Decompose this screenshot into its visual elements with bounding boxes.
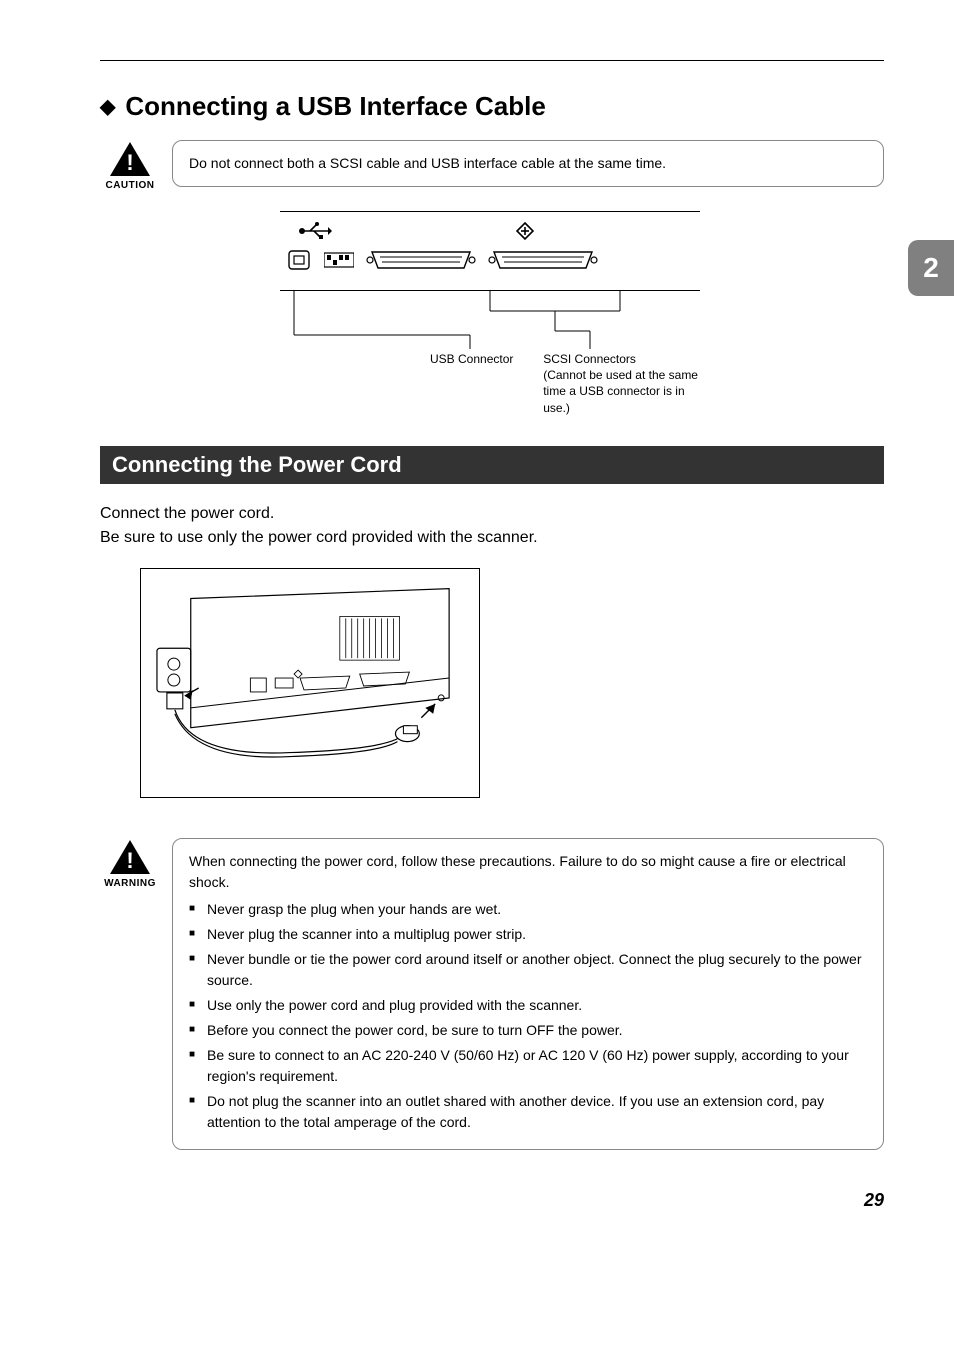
heading-bullet: ◆ bbox=[100, 97, 115, 117]
chapter-tab-number: 2 bbox=[923, 252, 939, 284]
warning-triangle-icon: ! bbox=[108, 838, 152, 876]
usb-connector-label: USB Connector bbox=[430, 351, 543, 416]
warning-list: Never grasp the plug when your hands are… bbox=[189, 899, 867, 1133]
warning-intro: When connecting the power cord, follow t… bbox=[189, 851, 867, 893]
usb-symbol-icon bbox=[298, 222, 332, 240]
warning-icon-col: ! WARNING bbox=[100, 838, 160, 889]
svg-text:!: ! bbox=[126, 150, 133, 175]
connector-diagram: USB Connector SCSI Connectors (Cannot be… bbox=[280, 211, 700, 416]
caution-triangle-icon: ! bbox=[108, 140, 152, 178]
scsi-connector-label: SCSI Connectors bbox=[543, 351, 700, 367]
dip-switch-icon bbox=[324, 251, 354, 269]
power-intro-line1: Connect the power cord. bbox=[100, 502, 884, 526]
scsi-port-icon bbox=[488, 249, 598, 271]
warning-box: When connecting the power cord, follow t… bbox=[172, 838, 884, 1150]
power-intro: Connect the power cord. Be sure to use o… bbox=[100, 502, 884, 550]
usb-port-icon bbox=[286, 248, 312, 272]
top-rule bbox=[100, 60, 884, 61]
callout-lines bbox=[280, 291, 700, 351]
section-heading-power: Connecting the Power Cord bbox=[100, 446, 884, 484]
caution-label: CAUTION bbox=[105, 180, 154, 191]
heading-text: Connecting a USB Interface Cable bbox=[125, 91, 545, 122]
power-intro-line2: Be sure to use only the power cord provi… bbox=[100, 526, 884, 550]
caution-block: ! CAUTION Do not connect both a SCSI cab… bbox=[100, 140, 884, 191]
warning-item: Never plug the scanner into a multiplug … bbox=[189, 924, 867, 945]
power-cord-drawing bbox=[151, 578, 469, 788]
caution-box: Do not connect both a SCSI cable and USB… bbox=[172, 140, 884, 187]
page-container: ◆ Connecting a USB Interface Cable ! CAU… bbox=[0, 0, 954, 1251]
warning-item: Never grasp the plug when your hands are… bbox=[189, 899, 867, 920]
warning-item: Do not plug the scanner into an outlet s… bbox=[189, 1091, 867, 1133]
page-number: 29 bbox=[100, 1190, 884, 1211]
diagram-symbol-row bbox=[286, 222, 694, 240]
warning-item: Be sure to connect to an AC 220-240 V (5… bbox=[189, 1045, 867, 1087]
power-cord-illustration bbox=[140, 568, 480, 798]
section-heading-usb: ◆ Connecting a USB Interface Cable bbox=[100, 91, 884, 122]
diagram-panel bbox=[280, 211, 700, 291]
svg-text:!: ! bbox=[126, 848, 133, 873]
warning-item: Never bundle or tie the power cord aroun… bbox=[189, 949, 867, 991]
chapter-tab: 2 bbox=[908, 240, 954, 296]
scsi-connector-note: (Cannot be used at the same time a USB c… bbox=[543, 367, 700, 416]
warning-block: ! WARNING When connecting the power cord… bbox=[100, 838, 884, 1150]
warning-item: Use only the power cord and plug provide… bbox=[189, 995, 867, 1016]
diagram-port-row bbox=[286, 248, 694, 272]
caution-icon-col: ! CAUTION bbox=[100, 140, 160, 191]
scsi-connector-label-block: SCSI Connectors (Cannot be used at the s… bbox=[543, 351, 700, 416]
warning-item: Before you connect the power cord, be su… bbox=[189, 1020, 867, 1041]
scsi-symbol-icon bbox=[516, 222, 534, 240]
warning-label: WARNING bbox=[104, 878, 156, 889]
caution-text: Do not connect both a SCSI cable and USB… bbox=[189, 155, 666, 171]
scsi-port-icon bbox=[366, 249, 476, 271]
